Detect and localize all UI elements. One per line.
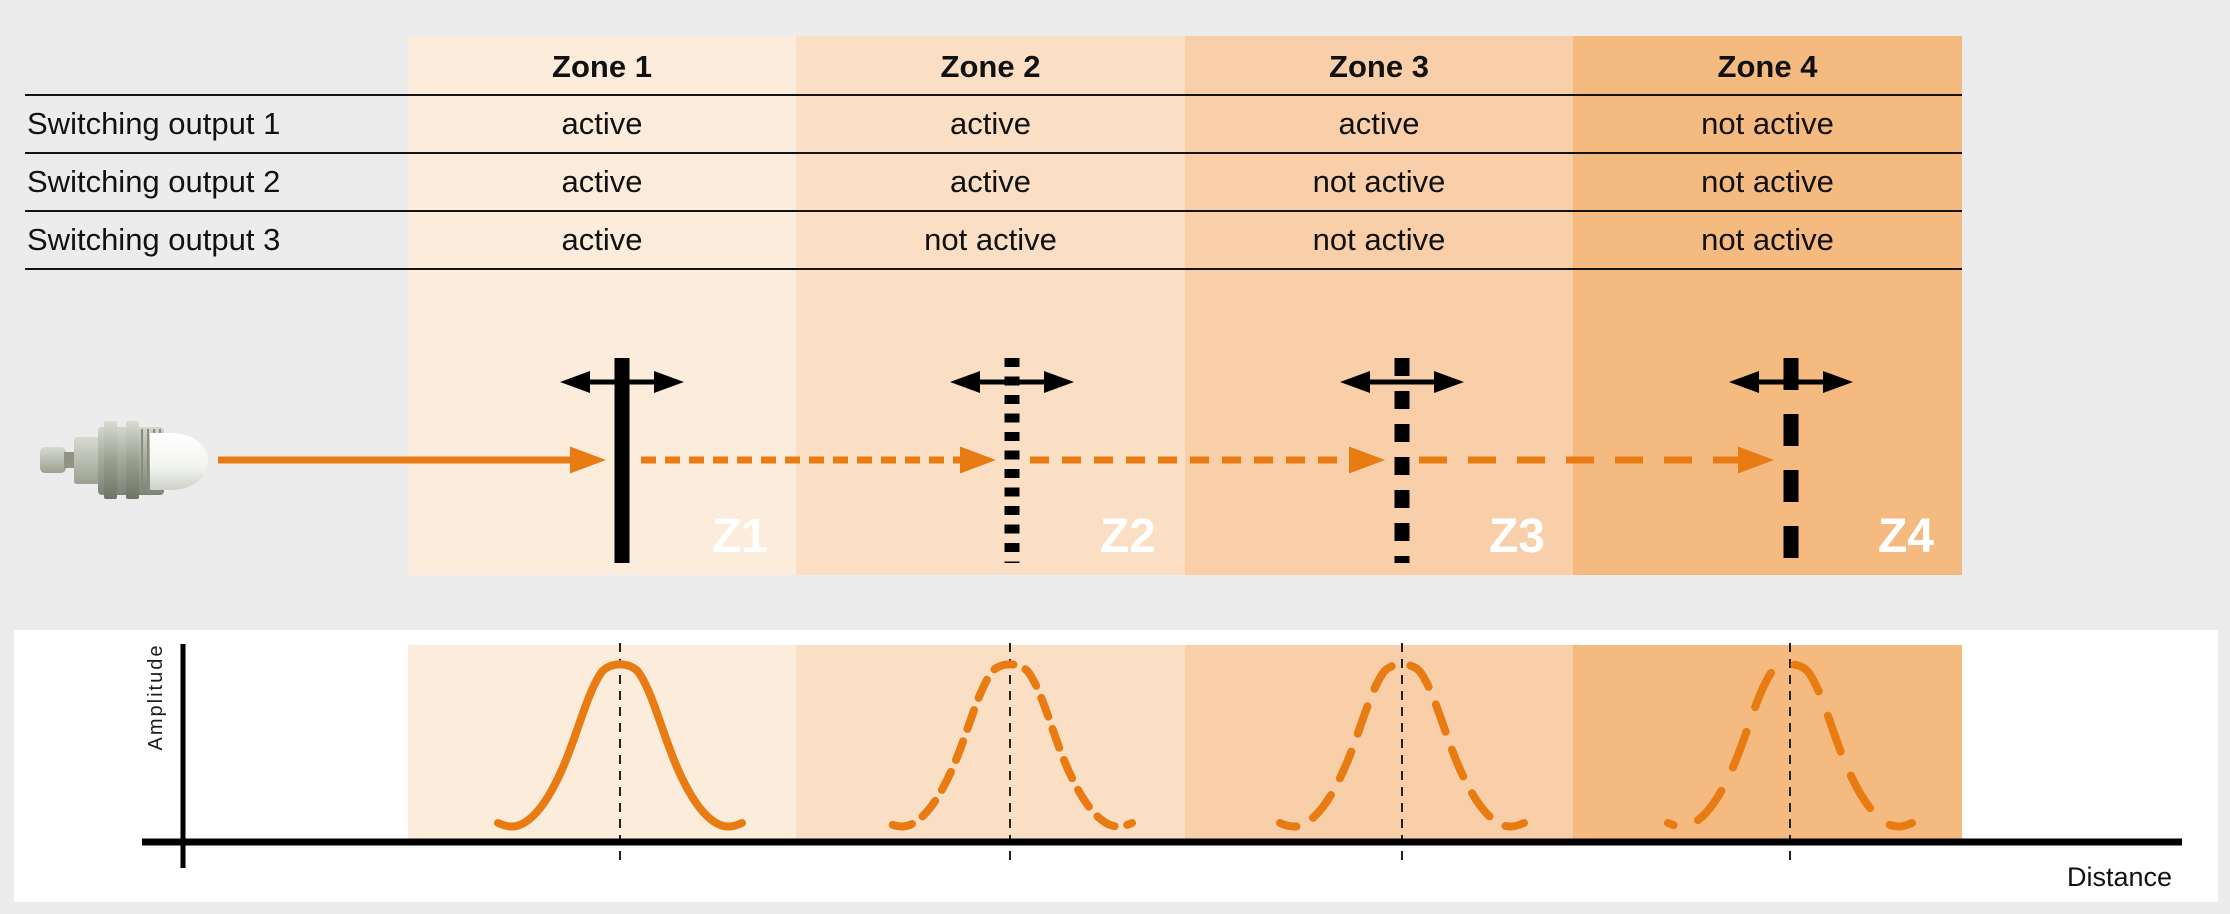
table-cell: not active bbox=[1312, 164, 1446, 199]
row-label-switching-output-1: Switching output 1 bbox=[27, 106, 281, 141]
zone-tag-z2: Z2 bbox=[1099, 510, 1156, 563]
chart-zone3-band bbox=[1185, 645, 1573, 840]
table-cell: not active bbox=[1701, 222, 1834, 257]
zone-tag-z4: Z4 bbox=[1877, 510, 1934, 563]
zone4-band bbox=[1573, 36, 1962, 575]
row-label-switching-output-3: Switching output 3 bbox=[27, 222, 281, 257]
table-cell: not active bbox=[1701, 106, 1834, 141]
zone-header-3: Zone 3 bbox=[1329, 49, 1429, 84]
table-cell: active bbox=[1338, 106, 1420, 141]
zone-header-4: Zone 4 bbox=[1717, 49, 1818, 84]
y-axis-label: Amplitude bbox=[145, 643, 167, 751]
table-cell: active bbox=[561, 106, 643, 141]
table-cell: not active bbox=[1701, 164, 1834, 199]
zone2-band bbox=[796, 36, 1185, 575]
chart-zone4-band bbox=[1573, 645, 1962, 840]
table-rule-row1 bbox=[25, 152, 1962, 154]
zone-header-2: Zone 2 bbox=[940, 49, 1041, 84]
chart-zone1-band bbox=[408, 645, 796, 840]
zone-tag-z1: Z1 bbox=[711, 510, 768, 563]
row-label-switching-output-2: Switching output 2 bbox=[27, 164, 281, 199]
table-cell: not active bbox=[1312, 222, 1446, 257]
table-cell: active bbox=[950, 106, 1031, 141]
zone-header-1: Zone 1 bbox=[552, 49, 652, 84]
chart-zone2-band bbox=[796, 645, 1185, 840]
zone1-band bbox=[408, 36, 796, 575]
x-axis-label: Distance bbox=[2066, 862, 2172, 892]
table-cell: active bbox=[561, 222, 643, 257]
table-cell: active bbox=[561, 164, 643, 199]
table-rule-row2 bbox=[25, 210, 1962, 212]
table-rule-header bbox=[25, 94, 1962, 96]
zone-tag-z3: Z3 bbox=[1488, 510, 1545, 563]
zone3-band bbox=[1185, 36, 1573, 575]
table-cell: not active bbox=[924, 222, 1057, 257]
table-rule-row3 bbox=[25, 268, 1962, 270]
ultrasonic-sensor-icon bbox=[40, 421, 208, 499]
table-cell: active bbox=[950, 164, 1031, 199]
